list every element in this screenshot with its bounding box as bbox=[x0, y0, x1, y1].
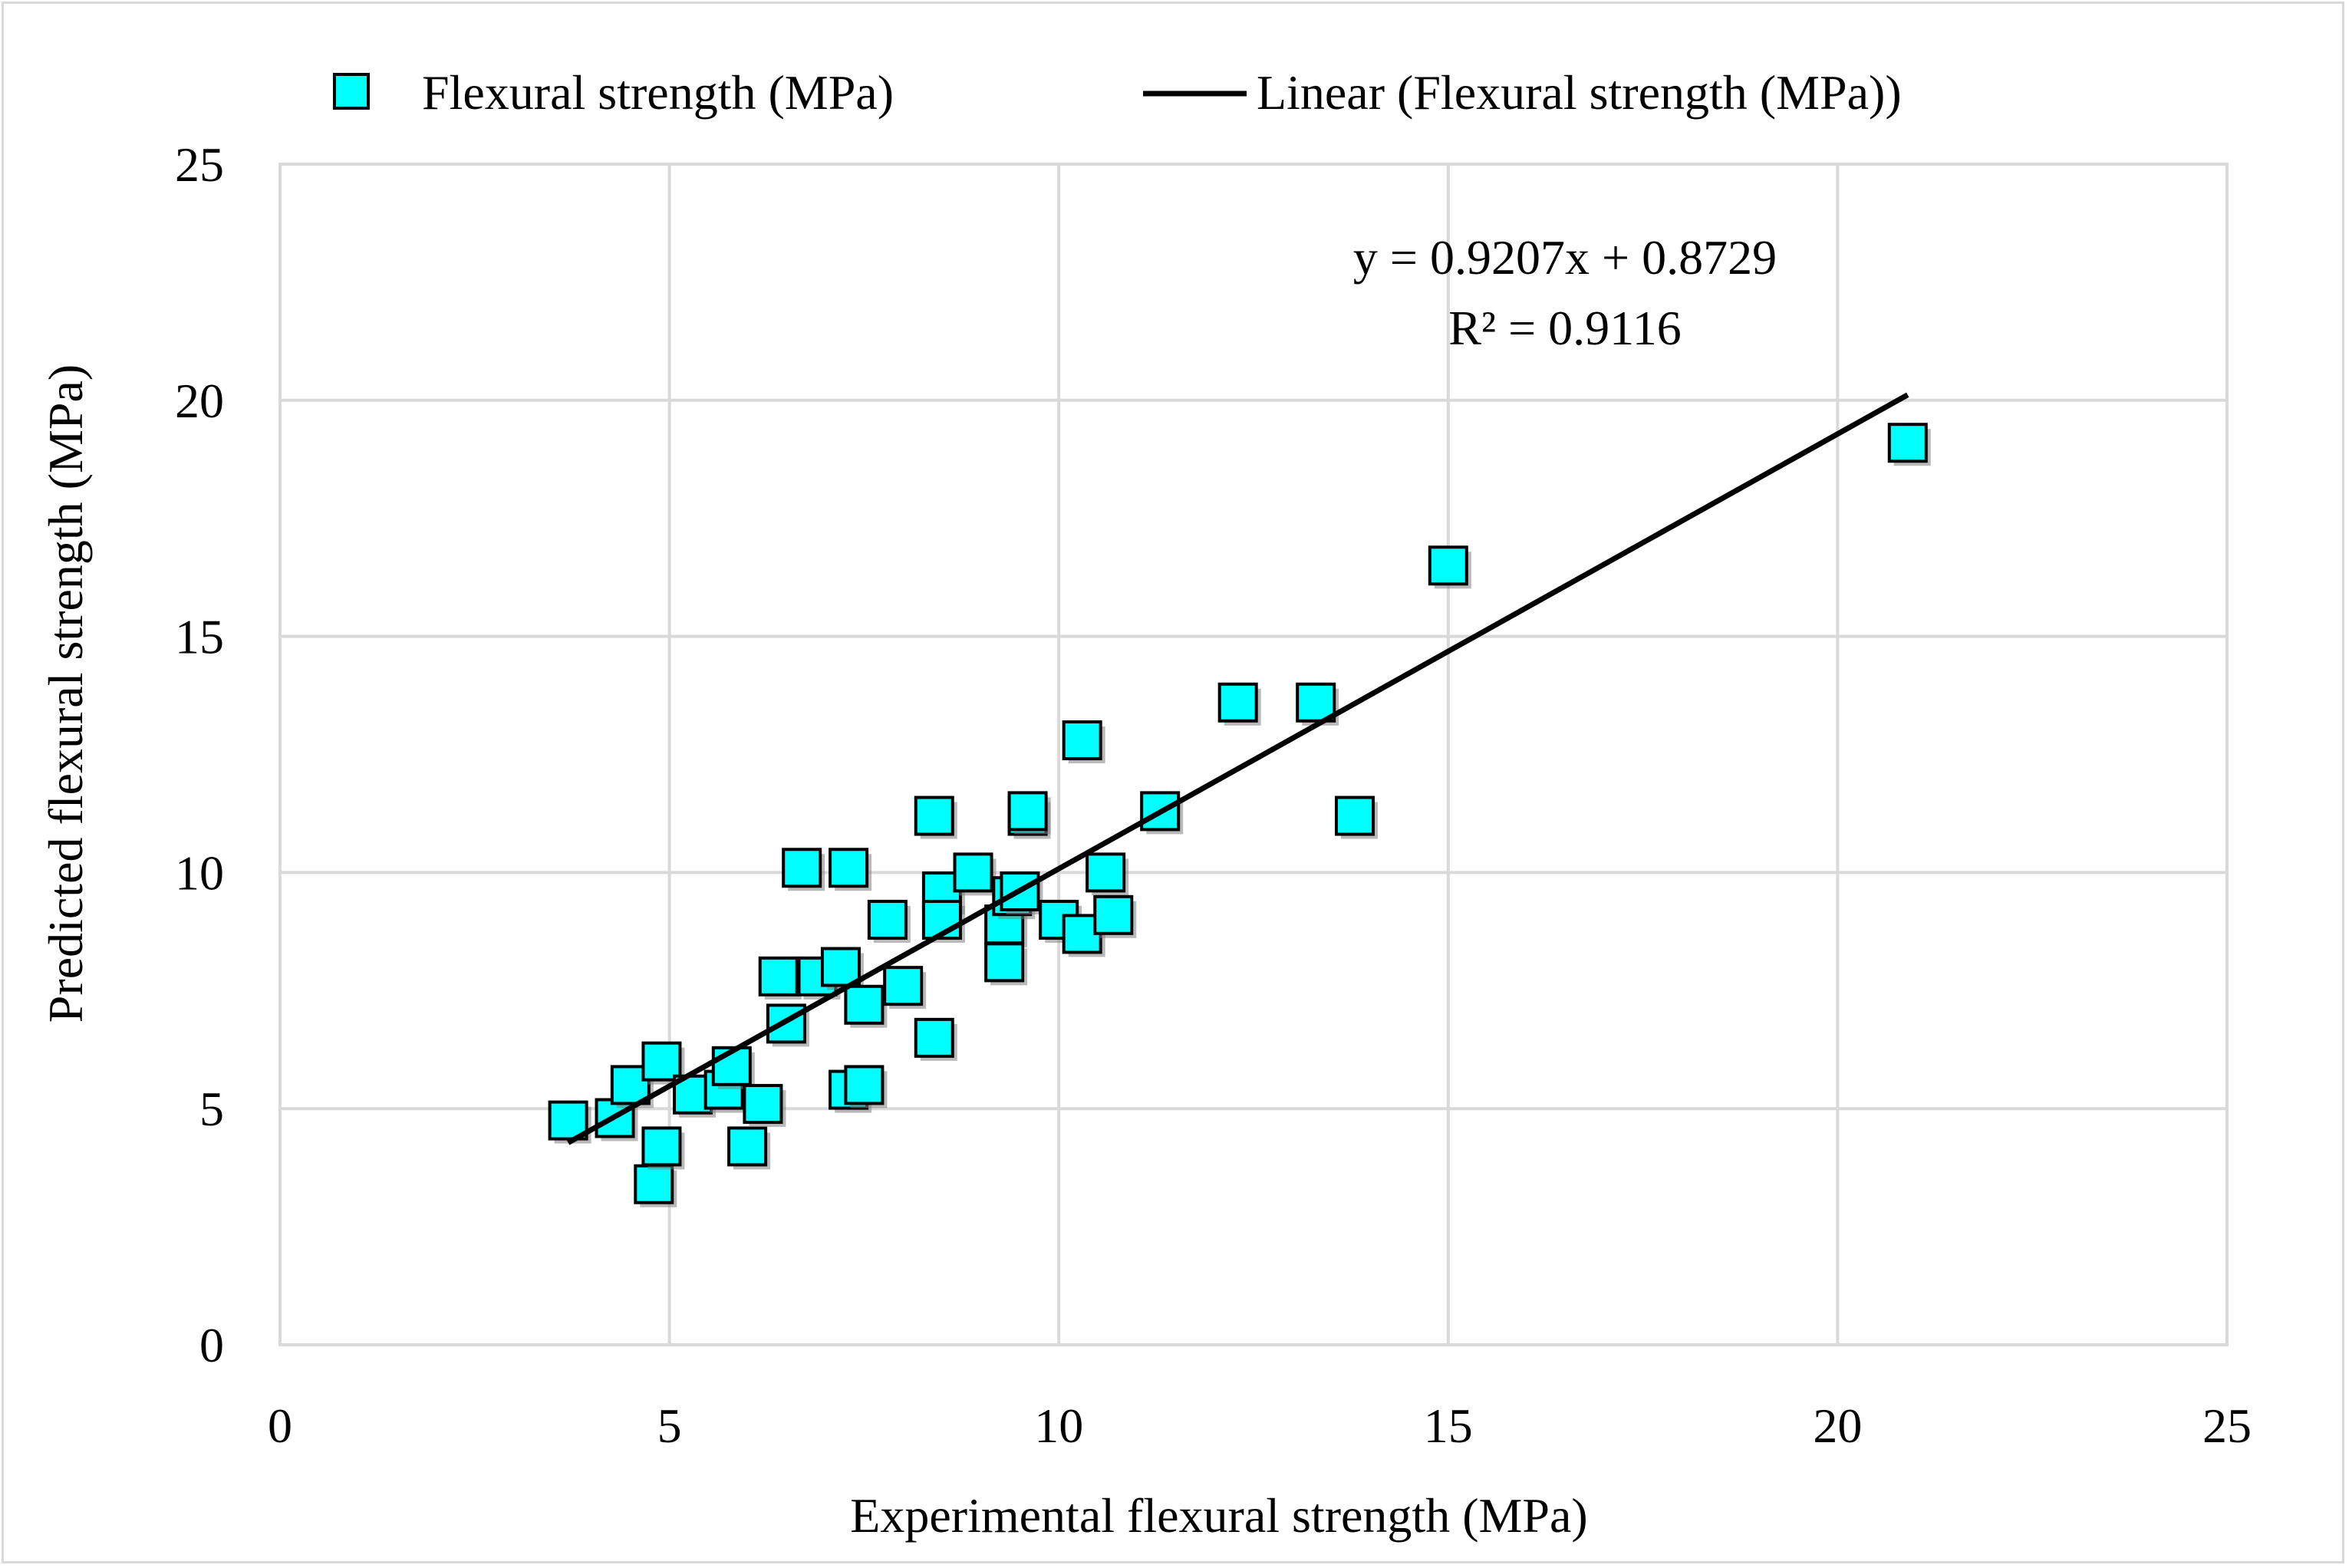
x-tick-label: 15 bbox=[1424, 1398, 1473, 1453]
x-tick-label: 20 bbox=[1813, 1398, 1862, 1453]
data-point bbox=[782, 848, 822, 888]
data-point bbox=[641, 1126, 682, 1167]
y-tick-label: 10 bbox=[175, 845, 224, 900]
data-point bbox=[1007, 791, 1048, 832]
data-point bbox=[953, 852, 993, 893]
data-point bbox=[634, 1164, 674, 1204]
data-point bbox=[921, 899, 962, 940]
legend-series-label: Flexural strength (MPa) bbox=[422, 65, 894, 120]
y-tick-label: 0 bbox=[199, 1318, 224, 1372]
y-axis-label: Predicted flexural strength (MPa) bbox=[38, 364, 93, 1023]
trendline-r-squared: R² = 0.9116 bbox=[1448, 301, 1682, 355]
data-point bbox=[1086, 852, 1126, 893]
data-point bbox=[727, 1126, 768, 1167]
data-point bbox=[844, 984, 885, 1025]
data-point bbox=[984, 942, 1025, 983]
x-tick-label: 10 bbox=[1034, 1398, 1083, 1453]
y-tick-label: 15 bbox=[175, 610, 224, 664]
x-tick-label: 5 bbox=[657, 1398, 682, 1453]
data-point bbox=[867, 899, 908, 940]
plot-area-border bbox=[278, 163, 2229, 1346]
x-tick-label: 0 bbox=[268, 1398, 292, 1453]
gridlines bbox=[280, 164, 2227, 1345]
data-point bbox=[743, 1084, 783, 1125]
data-point bbox=[829, 848, 869, 888]
y-tick-label: 25 bbox=[175, 137, 224, 192]
legend-trendline-label: Linear (Flexural strength (MPa)) bbox=[1257, 65, 1902, 120]
data-point bbox=[548, 1100, 588, 1141]
data-point bbox=[914, 796, 954, 836]
data-point bbox=[820, 947, 861, 987]
data-point bbox=[1887, 423, 1928, 463]
data-point bbox=[1217, 682, 1258, 723]
data-point bbox=[711, 1046, 752, 1086]
data-point bbox=[1428, 545, 1468, 586]
tick-labels: 0 5 10 15 20 25 0 5 10 15 20 25 bbox=[175, 137, 2252, 1453]
data-point bbox=[1334, 796, 1375, 836]
legend: Flexural strength (MPa) Linear (Flexural… bbox=[333, 65, 1902, 120]
data-point bbox=[641, 1041, 682, 1082]
data-point bbox=[1093, 894, 1134, 935]
y-tick-label: 20 bbox=[175, 374, 224, 428]
linear-trendline bbox=[566, 392, 1909, 1145]
legend-marker-square bbox=[333, 73, 370, 110]
x-axis-label: Experimental flexural strength (MPa) bbox=[850, 1488, 1587, 1543]
data-point bbox=[1062, 720, 1102, 761]
data-points bbox=[548, 423, 1931, 1207]
trendline-equation: y = 0.9207x + 0.8729 bbox=[1353, 230, 1777, 285]
data-point bbox=[1296, 682, 1336, 723]
y-tick-label: 5 bbox=[199, 1082, 224, 1136]
data-point bbox=[844, 1065, 885, 1105]
data-point bbox=[883, 966, 924, 1006]
data-point bbox=[758, 956, 799, 996]
x-tick-label: 25 bbox=[2202, 1398, 2252, 1453]
data-point bbox=[914, 1017, 954, 1058]
